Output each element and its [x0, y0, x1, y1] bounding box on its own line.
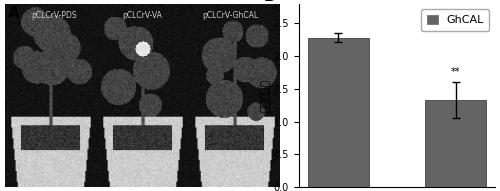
- Y-axis label: 相对表达量: 相对表达量: [260, 79, 270, 112]
- Bar: [425, 100, 486, 187]
- Text: B: B: [264, 0, 275, 4]
- Text: pCLCrV-VA: pCLCrV-VA: [122, 11, 162, 20]
- Text: **: **: [451, 67, 460, 77]
- Legend: GhCAL: GhCAL: [421, 9, 490, 31]
- Text: pCLCrV-GhCAL: pCLCrV-GhCAL: [202, 11, 258, 20]
- Bar: [308, 38, 368, 187]
- Text: A: A: [8, 6, 20, 21]
- Text: pCLCrV-PDS: pCLCrV-PDS: [32, 11, 78, 20]
